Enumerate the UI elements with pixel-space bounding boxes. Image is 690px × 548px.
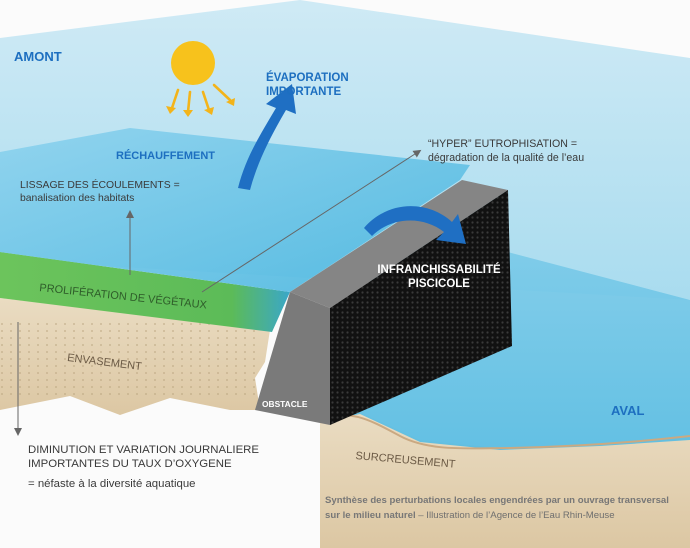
label-lissage-line2: banalisation des habitats	[20, 193, 135, 204]
label-hyper-line1: “HYPER” EUTROPHISATION =	[428, 138, 578, 150]
caption-bold: Synthèse des perturbations locales engen…	[325, 495, 669, 521]
vegetation-band	[0, 252, 290, 332]
label-diminution-line1: DIMINUTION ET VARIATION JOURNALIERE	[28, 444, 259, 456]
obstacle-front-face	[255, 292, 330, 425]
label-obstacle: OBSTACLE	[262, 399, 308, 409]
downstream-bed-line	[319, 414, 690, 450]
label-hyper-line2: dégradation de la qualité de l’eau	[428, 152, 585, 164]
label-infranchissabilite-line2: PISCICOLE	[408, 278, 470, 290]
label-evaporation-line1: ÉVAPORATION	[266, 72, 349, 84]
label-diminution-line2: IMPORTANTES DU TAUX D’OXYGENE	[28, 458, 232, 470]
label-amont: AMONT	[14, 49, 62, 64]
figure-caption: Synthèse des perturbations locales engen…	[325, 494, 685, 524]
sun-icon	[166, 41, 235, 117]
label-rechauffement: RÉCHAUFFEMENT	[116, 150, 215, 162]
caption-rest: – Illustration de l’Agence de l’Eau Rhin…	[415, 509, 615, 521]
downstream-water	[330, 250, 690, 450]
label-lissage-line1: LISSAGE DES ÉCOULEMENTS =	[20, 180, 180, 191]
label-infranchissabilite-line1: INFRANCHISSABILITÉ	[377, 264, 501, 276]
fish-passage-arrow	[364, 206, 466, 244]
label-diminution-line3: = néfaste à la diversité aquatique	[28, 478, 196, 490]
label-evaporation-line2: IMPORTANTE	[266, 86, 342, 98]
obstacle-grid-face	[330, 190, 512, 425]
label-aval: AVAL	[611, 403, 645, 418]
evaporation-arrow	[238, 84, 296, 190]
upstream-water	[0, 128, 470, 292]
obstacle-top	[290, 180, 508, 308]
